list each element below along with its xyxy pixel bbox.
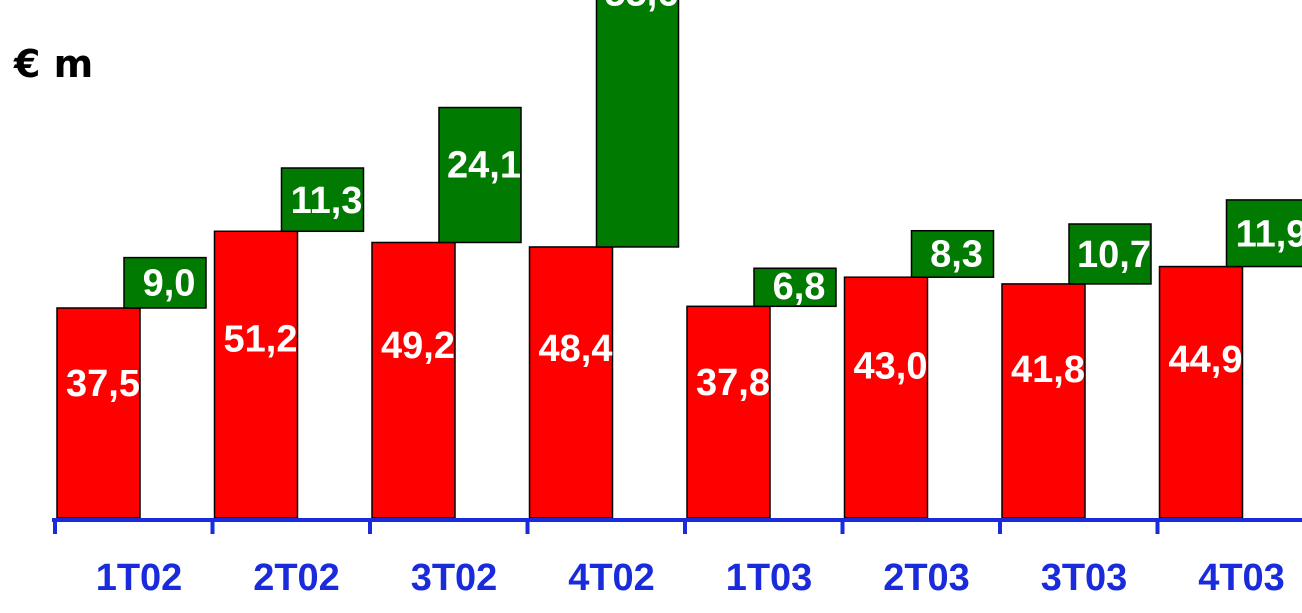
labels-group: 37,5 9,0 1T02 51,2 11,3 2T02 49,2 24,1 3T02 48,4 5… <box>66 0 1302 599</box>
bar-top-1T03 <box>753 267 837 308</box>
bar-top-4T02 <box>595 0 680 248</box>
bar-base-4T02 <box>528 246 614 519</box>
bar-base-2T02 <box>213 230 299 519</box>
unit-label: € m <box>14 42 94 86</box>
bar-top-2T03 <box>910 229 995 278</box>
bar-top-label-2T02: 11,3 <box>291 180 363 222</box>
bars-group <box>56 0 1302 519</box>
x-axis <box>52 518 1302 534</box>
bar-base-3T02 <box>371 241 456 519</box>
bar-base-4T03 <box>1158 265 1244 519</box>
bar-top-label-2T03: 8,3 <box>930 233 983 275</box>
bar-top-label-4T02: 55,6 <box>605 0 679 15</box>
bar-base-label-4T03: 44,9 <box>1169 339 1243 381</box>
bar-base-label-3T02: 49,2 <box>381 325 455 367</box>
bar-base-label-1T02: 37,5 <box>66 363 140 405</box>
bar-top-4T03 <box>1225 199 1302 268</box>
x-tick-label-4T02: 4T02 <box>568 557 655 599</box>
bar-base-2T03 <box>843 276 929 519</box>
bar-base-label-2T02: 51,2 <box>224 319 298 361</box>
bar-base-label-2T03: 43,0 <box>854 345 928 387</box>
bar-base-1T02 <box>56 307 141 519</box>
x-tick-label-1T03: 1T03 <box>726 557 813 599</box>
bar-base-label-1T03: 37,8 <box>696 362 770 404</box>
bar-top-2T02 <box>280 167 365 233</box>
bar-top-3T02 <box>438 106 522 244</box>
x-tick-label-3T02: 3T02 <box>411 557 498 599</box>
x-tick-label-4T03: 4T03 <box>1198 557 1285 599</box>
bar-top-label-4T03: 11,9 <box>1236 214 1302 256</box>
bar-top-label-1T03: 6,8 <box>773 266 826 308</box>
bar-base-3T03 <box>1001 283 1086 519</box>
bar-top-3T03 <box>1068 223 1152 285</box>
bar-base-1T03 <box>686 305 771 519</box>
x-tick-label-3T03: 3T03 <box>1041 557 1128 599</box>
x-tick-label-2T02: 2T02 <box>253 557 340 599</box>
bar-top-label-3T02: 24,1 <box>447 145 521 187</box>
bar-top-label-1T02: 9,0 <box>143 262 196 304</box>
bar-top-label-3T03: 10,7 <box>1077 234 1151 276</box>
bar-base-label-3T03: 41,8 <box>1011 349 1085 391</box>
bar-top-1T02 <box>123 256 207 309</box>
bar-base-label-4T02: 48,4 <box>539 328 613 370</box>
x-tick-label-1T02: 1T02 <box>96 557 183 599</box>
x-tick-label-2T03: 2T03 <box>883 557 970 599</box>
